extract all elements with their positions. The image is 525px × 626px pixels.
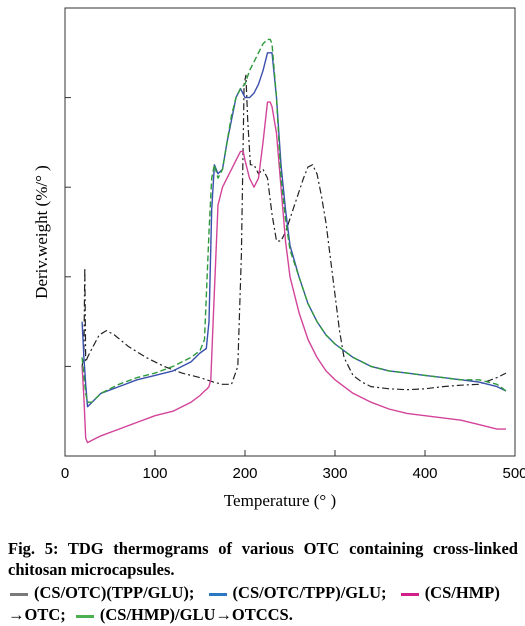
- series-line-2: [81, 52, 507, 408]
- series-lines: [81, 38, 507, 444]
- legend: (CS/OTC)(TPP/GLU); (CS/OTC/TPP)/GLU; (CS…: [8, 582, 518, 626]
- x-tick-label: 500: [502, 465, 525, 482]
- x-tick-label: 100: [142, 465, 167, 482]
- x-tick-label: 300: [322, 465, 347, 482]
- caption-text: Fig. 5: TDG thermograms of various OTC c…: [8, 538, 518, 580]
- x-axis-ticks: 0 100 200 300 400 500: [61, 450, 525, 482]
- series-line-1: [81, 74, 507, 391]
- y-axis-label: Deriv.weight (%/° ): [32, 165, 51, 299]
- legend-swatch-3: [400, 592, 419, 596]
- x-tick-label: 200: [232, 465, 257, 482]
- legend-swatch-4: [75, 614, 94, 618]
- plot-frame: [64, 7, 516, 457]
- legend-entry-2: (CS/OTC/TPP)/GLU;: [232, 583, 387, 602]
- figure-label: Fig. 5:: [8, 539, 59, 558]
- series-line-4: [81, 38, 507, 403]
- legend-swatch-1: [10, 592, 28, 596]
- figure-description: TDG thermograms of various OTC containin…: [8, 539, 518, 579]
- legend-entry-1: (CS/OTC)(TPP/GLU);: [34, 583, 195, 602]
- plot-border: [64, 7, 516, 457]
- y-axis-ticks: [65, 7, 71, 367]
- figure-caption: Fig. 5: TDG thermograms of various OTC c…: [8, 538, 518, 626]
- x-tick-label: 0: [61, 465, 69, 482]
- x-axis-label: Temperature (° ): [224, 491, 336, 510]
- thermogram-chart: 0 100 200 300 400 500 Deriv.weight (%/° ) Tem…: [32, 7, 525, 510]
- x-tick-label: 400: [412, 465, 437, 482]
- legend-entry-3a: (CS/HMP): [424, 583, 500, 602]
- legend-swatch-2: [208, 592, 227, 596]
- series-line-3: [81, 101, 506, 444]
